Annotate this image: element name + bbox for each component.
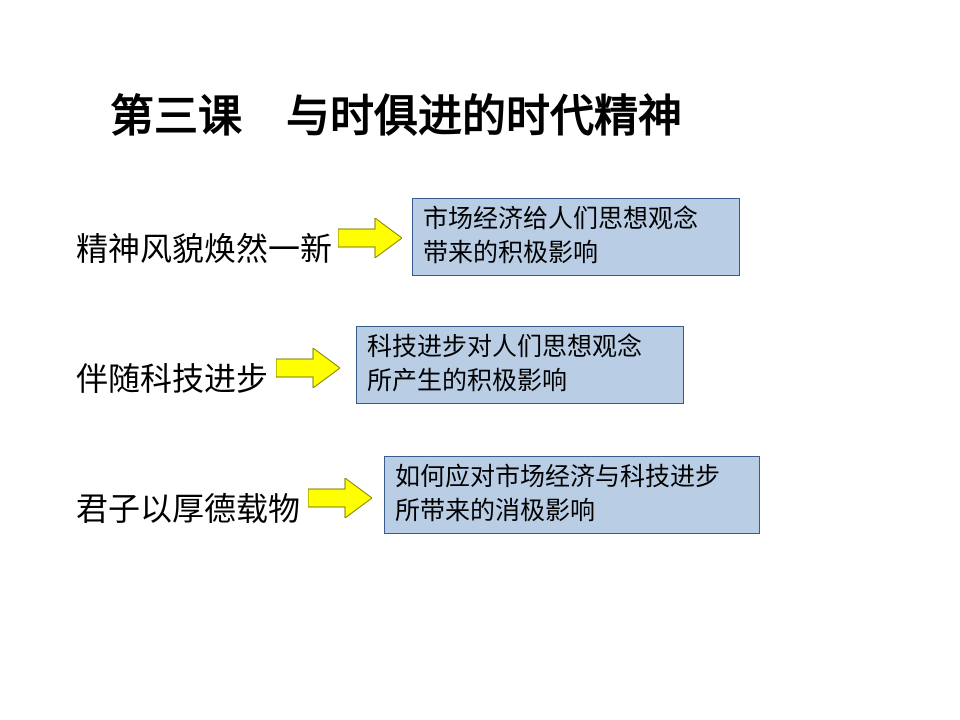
row2-arrow-icon (276, 348, 340, 388)
row2-left-text: 伴随科技进步 (76, 354, 268, 400)
row3-box: 如何应对市场经济与科技进步 所带来的消极影响 (384, 456, 760, 534)
row3-left-text: 君子以厚德载物 (76, 484, 300, 530)
row2-box: 科技进步对人们思想观念 所产生的积极影响 (356, 326, 684, 404)
row1-box: 市场经济给人们思想观念 带来的积极影响 (412, 198, 740, 276)
row2-box-line2: 所产生的积极影响 (367, 365, 683, 399)
row3-arrow-icon (308, 478, 372, 518)
row3-box-line2: 所带来的消极影响 (395, 495, 759, 529)
slide-canvas: 第三课 与时俱进的时代精神 精神风貌焕然一新 市场经济给人们思想观念 带来的积极… (0, 0, 960, 720)
row2-box-line1: 科技进步对人们思想观念 (367, 331, 683, 365)
row1-arrow-icon (338, 218, 402, 258)
slide-title: 第三课 与时俱进的时代精神 (110, 80, 682, 144)
row1-left-text: 精神风貌焕然一新 (76, 224, 332, 270)
row3-box-line1: 如何应对市场经济与科技进步 (395, 461, 759, 495)
row1-box-line1: 市场经济给人们思想观念 (423, 203, 739, 237)
row1-box-line2: 带来的积极影响 (423, 237, 739, 271)
